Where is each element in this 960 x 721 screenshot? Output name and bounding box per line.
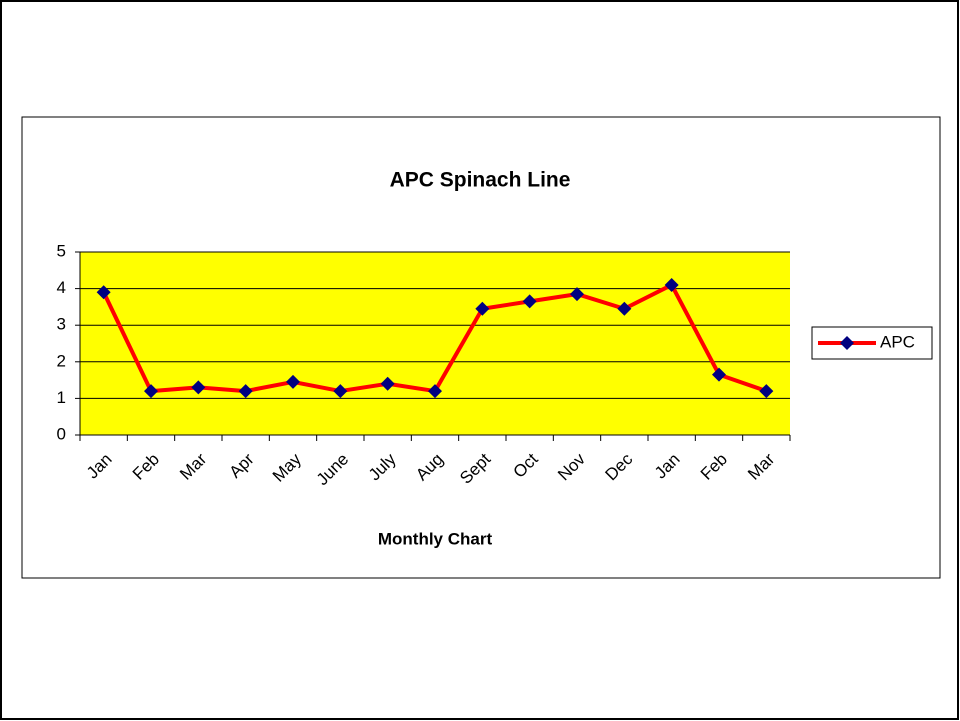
legend-label: APC [880, 332, 915, 351]
y-tick-label: 1 [57, 388, 66, 407]
data-marker [380, 376, 395, 391]
data-marker [144, 384, 158, 399]
y-tick-label: 3 [57, 315, 66, 334]
x-axis-title: Monthly Chart [378, 529, 493, 548]
legend-marker [840, 336, 854, 350]
data-marker [759, 384, 774, 399]
data-marker [712, 367, 726, 382]
chart-title: APC Spinach Line [390, 169, 571, 192]
data-marker [238, 384, 253, 399]
y-tick-label: 5 [57, 241, 66, 260]
data-marker [522, 294, 537, 309]
data-marker [191, 380, 206, 395]
data-marker [96, 285, 111, 300]
data-marker [617, 301, 632, 316]
data-marker [664, 277, 679, 292]
data-marker [333, 384, 348, 399]
data-marker [286, 374, 300, 389]
plot-area [80, 252, 790, 435]
data-marker [475, 301, 490, 316]
y-tick-label: 2 [57, 351, 66, 370]
data-marker [570, 287, 584, 302]
y-tick-label: 4 [57, 278, 66, 297]
y-tick-label: 0 [57, 424, 66, 443]
data-marker [428, 384, 442, 399]
